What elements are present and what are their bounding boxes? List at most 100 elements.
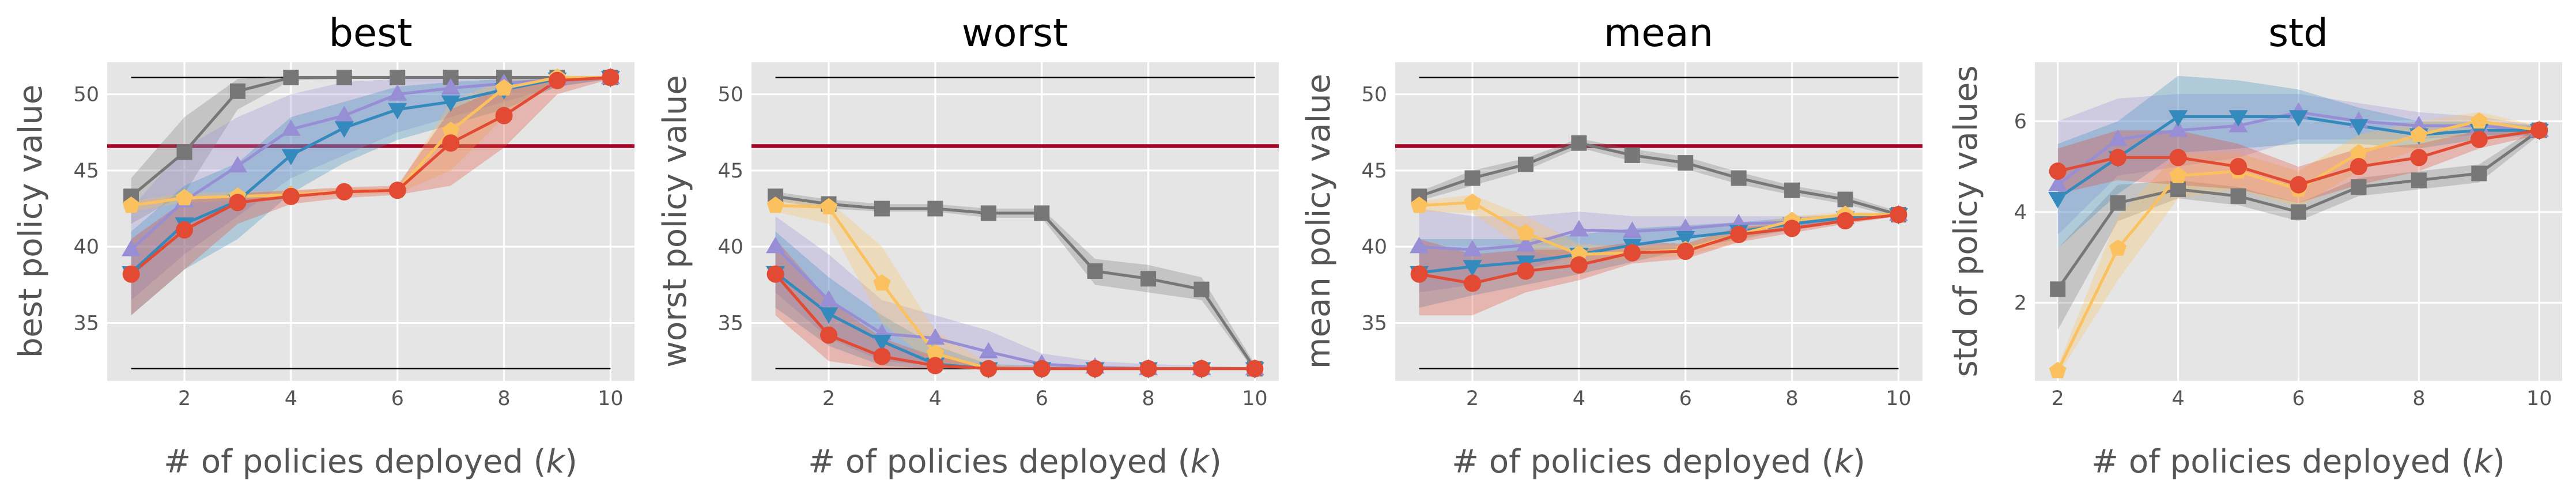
x-tick-label: 10 <box>2526 387 2552 410</box>
x-tick-label: 10 <box>598 387 624 410</box>
data-point-purple <box>2169 120 2188 137</box>
data-layer <box>751 77 1279 379</box>
data-point-purple <box>2409 116 2428 133</box>
x-tick-label: 8 <box>497 387 510 410</box>
data-point-red <box>1623 244 1641 262</box>
x-tick-label: 4 <box>929 387 942 410</box>
y-tick-label: 35 <box>717 312 743 335</box>
data-point-yellow <box>2470 112 2488 129</box>
x-tick-label: 8 <box>2412 387 2425 410</box>
series-line-gray <box>775 195 1256 370</box>
data-point-red <box>2350 158 2367 176</box>
data-point-blue <box>281 149 301 165</box>
data-point-red <box>2109 149 2127 167</box>
data-point-blue <box>334 121 354 138</box>
x-tick-label: 2 <box>178 387 191 410</box>
data-point-blue <box>2349 119 2369 136</box>
plot-background <box>107 62 634 381</box>
data-point-red <box>820 326 838 344</box>
data-point-purple <box>281 119 301 136</box>
data-point-red <box>1836 212 1854 230</box>
data-point-red <box>2410 149 2428 167</box>
y-tick-label: 4 <box>2014 201 2027 224</box>
y-tick-label: 45 <box>1361 160 1387 183</box>
data-point-purple <box>1516 235 1535 252</box>
y-tick-label: 45 <box>73 160 99 183</box>
data-point-yellow <box>873 274 891 291</box>
data-point-gray <box>1034 205 1050 221</box>
panel-mean: 2 4 6 8 10 35 40 45 50 mean # of policies deploy… <box>1300 10 1922 481</box>
data-point-yellow <box>766 196 784 213</box>
x-tick-label: 10 <box>1886 387 1912 410</box>
data-point-purple <box>1622 221 1642 238</box>
y-tick-label: 35 <box>1361 312 1387 335</box>
data-layer <box>2048 75 2549 379</box>
plot-area: 2 4 6 8 10 35 40 45 50 <box>717 62 1279 410</box>
y-tick-label: 50 <box>717 84 743 107</box>
data-point-blue <box>1463 260 1482 277</box>
data-point-red <box>229 194 247 211</box>
data-point-gray <box>927 201 943 217</box>
confidence-band-yellow <box>1419 195 1899 264</box>
data-point-yellow <box>2410 126 2428 142</box>
y-tick-label: 35 <box>73 312 99 335</box>
x-tick-label: 2 <box>822 387 835 410</box>
data-point-red <box>388 182 406 199</box>
data-point-red <box>2470 130 2488 148</box>
data-point-purple <box>1676 218 1695 235</box>
y-tick-label: 50 <box>73 84 99 107</box>
data-point-gray <box>1193 281 1210 297</box>
data-point-purple <box>122 240 141 256</box>
data-point-yellow <box>820 198 837 215</box>
data-point-red <box>1086 360 1104 377</box>
data-point-blue <box>2169 110 2188 127</box>
data-point-purple <box>819 290 838 307</box>
data-point-gray <box>1140 271 1157 287</box>
data-point-purple <box>926 328 945 345</box>
x-tick-label: 2 <box>2052 387 2064 410</box>
panel-title: best <box>329 10 413 55</box>
panel-std: 2 4 6 8 10 2 4 6 std # of policies deployed (k)… <box>1947 10 2562 481</box>
data-point-red <box>1246 360 1264 377</box>
data-point-purple <box>441 78 460 95</box>
x-tick-label: 6 <box>391 387 404 410</box>
data-point-red <box>2290 176 2307 194</box>
x-tick-label: 2 <box>1466 387 1479 410</box>
data-point-blue <box>2289 110 2308 127</box>
data-point-purple <box>334 105 354 122</box>
data-point-yellow <box>495 79 513 96</box>
data-point-gray <box>1837 191 1853 207</box>
series-line-gray <box>1418 141 1899 217</box>
confidence-band-blue <box>1419 213 1899 308</box>
confidence-band-red <box>131 75 611 316</box>
data-point-red <box>1139 360 1157 377</box>
y-tick-label: 40 <box>1361 236 1387 259</box>
data-point-red <box>2230 158 2248 176</box>
x-tick-label: 4 <box>1573 387 1585 410</box>
data-point-gray <box>874 201 890 217</box>
data-point-gray <box>980 205 996 221</box>
x-axis-title: # of policies deployed (k) <box>808 443 1222 481</box>
x-tick-label: 8 <box>1142 387 1154 410</box>
confidence-band-purple <box>1419 209 1899 293</box>
data-point-gray <box>2471 165 2487 182</box>
data-point-gray <box>176 144 192 160</box>
data-point-gray <box>2411 172 2427 188</box>
data-point-red <box>926 357 944 375</box>
data-point-gray <box>2351 179 2367 195</box>
data-point-yellow <box>122 196 140 213</box>
data-point-gray <box>1678 155 1694 171</box>
y-tick-label: 40 <box>73 236 99 259</box>
data-layer <box>1395 77 1922 370</box>
x-axis-title: # of policies deployed (k) <box>164 443 577 481</box>
data-point-red <box>873 347 891 365</box>
data-point-gray <box>2170 182 2186 198</box>
y-axis-title: mean policy value <box>1300 74 1338 369</box>
panel-title: worst <box>962 10 1068 55</box>
y-tick-label: 6 <box>2014 110 2027 133</box>
data-point-gray <box>1571 135 1587 151</box>
data-point-gray <box>2230 188 2246 204</box>
data-point-red <box>2169 149 2187 167</box>
data-point-purple <box>2048 175 2068 191</box>
